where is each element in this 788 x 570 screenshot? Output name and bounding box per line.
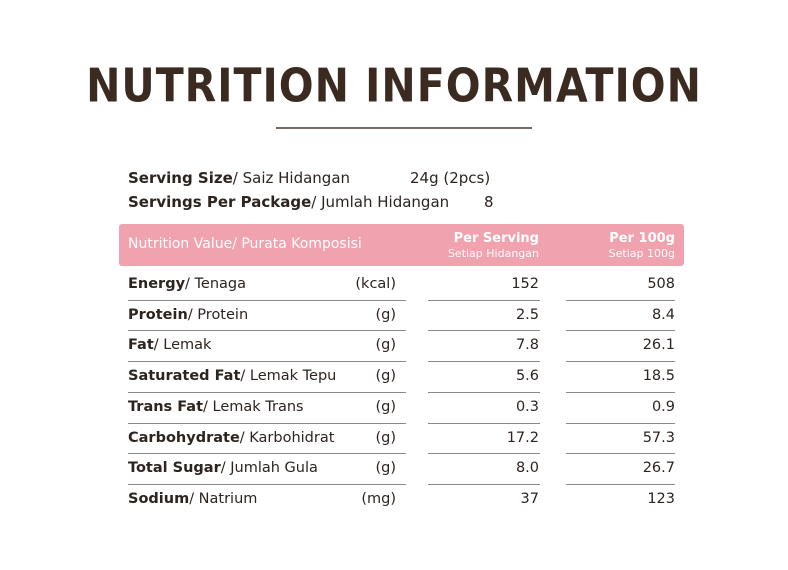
table-row: Trans Fat/ Lemak Trans (g) 0.3 0.9 — [0, 393, 788, 423]
nutrient-unit: (mg) — [361, 490, 396, 507]
nutrient-name-ms: / Protein — [187, 306, 249, 323]
nutrient-name-en: Trans Fat — [128, 398, 204, 415]
row-divider-per-100g — [566, 423, 675, 424]
table-row: Protein/ Protein (g) 2.5 8.4 — [0, 301, 788, 331]
serving-size-label-translation: / Saiz Hidangan — [232, 169, 351, 187]
table-row: Sodium/ Natrium (mg) 37 123 — [0, 485, 788, 515]
nutrition-value-header: Nutrition Value/ Purata Komposisi — [128, 236, 362, 252]
row-divider-per-100g — [566, 330, 675, 331]
per-100g-value: 508 — [647, 276, 675, 292]
nutrient-name-en: Carbohydrate — [128, 429, 240, 446]
per-serving-value: 5.6 — [515, 368, 539, 385]
row-divider-per-100g — [566, 392, 675, 393]
per-100g-header: Per 100g Setiap 100g — [609, 231, 675, 261]
row-divider-name — [128, 423, 406, 424]
row-divider-per-serving — [428, 453, 540, 454]
per-100g-value: 0.9 — [651, 398, 675, 415]
nutrient-name-ms: / Lemak Trans — [203, 398, 304, 415]
servings-per-package-line: Servings Per Package/ Jumlah Hidangan — [128, 193, 449, 211]
nutrient-name-en: Saturated Fat — [128, 368, 241, 385]
row-divider-name — [128, 453, 406, 454]
table-row: Carbohydrate/ Karbohidrat (g) 17.2 57.3 — [0, 424, 788, 454]
nutrient-name-en: Protein — [128, 306, 188, 323]
nutrient-name-en: Fat — [128, 337, 154, 354]
nutrient-name: Protein/ Protein — [128, 307, 248, 323]
per-100g-value: 57.3 — [642, 429, 675, 446]
page-title: NUTRITION INFORMATION — [86, 59, 702, 113]
nutrient-unit: (kcal) — [355, 276, 396, 292]
row-divider-name — [128, 361, 406, 362]
nutrient-name-en: Sodium — [128, 490, 190, 507]
nutrient-unit: (g) — [375, 306, 396, 323]
servings-per-package-value: 8 — [484, 193, 494, 211]
nutrient-unit: (g) — [375, 460, 396, 477]
row-divider-per-100g — [566, 453, 675, 454]
table-row: Total Sugar/ Jumlah Gula (g) 8.0 26.7 — [0, 454, 788, 484]
table-row: Energy/ Tenaga (kcal) 152 508 — [0, 270, 788, 300]
per-serving-header-subtitle: Setiap Hidangan — [447, 247, 539, 260]
row-divider-name — [128, 484, 406, 485]
title-underline — [276, 127, 532, 129]
nutrient-name-en: Total Sugar — [128, 460, 221, 477]
serving-size-label: Serving Size — [128, 169, 233, 187]
row-divider-per-100g — [566, 484, 675, 485]
serving-size-line: Serving Size/ Saiz Hidangan — [128, 169, 350, 187]
per-serving-header: Per Serving Setiap Hidangan — [448, 231, 539, 261]
row-divider-name — [128, 392, 406, 393]
nutrient-name: Energy/ Tenaga — [128, 276, 246, 292]
per-serving-header-title: Per Serving — [453, 231, 539, 246]
per-serving-value: 2.5 — [515, 306, 539, 323]
row-divider-per-serving — [428, 392, 540, 393]
nutrient-name: Fat/ Lemak — [128, 337, 211, 353]
nutrient-name-en: Energy — [128, 276, 186, 292]
per-serving-value: 8.0 — [515, 460, 539, 477]
nutrient-unit: (g) — [375, 368, 396, 385]
per-100g-value: 26.7 — [642, 460, 675, 477]
row-divider-per-serving — [428, 484, 540, 485]
nutrient-name: Trans Fat/ Lemak Trans — [128, 399, 304, 415]
table-header-bar — [119, 224, 684, 266]
row-divider-per-serving — [428, 361, 540, 362]
table-row: Fat/ Lemak (g) 7.8 26.1 — [0, 331, 788, 361]
nutrient-name-ms: / Tenaga — [185, 276, 247, 292]
nutrient-name: Sodium/ Natrium — [128, 491, 257, 507]
row-divider-per-serving — [428, 423, 540, 424]
per-100g-header-title: Per 100g — [609, 231, 675, 246]
per-serving-value: 0.3 — [515, 398, 539, 415]
nutrient-unit: (g) — [375, 398, 396, 415]
nutrient-name-ms: / Jumlah Gula — [220, 460, 318, 477]
row-divider-per-100g — [566, 300, 675, 301]
nutrient-name-ms: / Lemak — [153, 337, 212, 354]
nutrient-name-ms: / Lemak Tepu — [240, 368, 337, 385]
nutrient-name: Saturated Fat/ Lemak Tepu — [128, 368, 336, 384]
nutrient-name-ms: / Karbohidrat — [239, 429, 335, 446]
servings-per-package-label-translation: / Jumlah Hidangan — [311, 193, 450, 211]
row-divider-per-serving — [428, 330, 540, 331]
per-serving-value: 7.8 — [515, 337, 539, 354]
nutrient-name: Total Sugar/ Jumlah Gula — [128, 460, 318, 476]
per-100g-value: 8.4 — [651, 306, 675, 323]
nutrient-name: Carbohydrate/ Karbohidrat — [128, 430, 334, 446]
per-100g-header-subtitle: Setiap 100g — [608, 247, 675, 260]
per-100g-value: 26.1 — [642, 337, 675, 354]
row-divider-name — [128, 330, 406, 331]
row-divider-name — [128, 300, 406, 301]
serving-size-value: 24g (2pcs) — [410, 169, 491, 187]
per-serving-value: 17.2 — [506, 429, 539, 446]
table-row: Saturated Fat/ Lemak Tepu (g) 5.6 18.5 — [0, 362, 788, 392]
per-100g-value: 18.5 — [642, 368, 675, 385]
servings-per-package-label: Servings Per Package — [128, 193, 312, 211]
row-divider-per-100g — [566, 361, 675, 362]
nutrient-unit: (g) — [375, 337, 396, 354]
per-serving-value: 152 — [511, 276, 539, 292]
per-serving-value: 37 — [520, 490, 539, 507]
per-100g-value: 123 — [647, 490, 675, 507]
nutrient-name-ms: / Natrium — [189, 490, 258, 507]
row-divider-per-serving — [428, 300, 540, 301]
nutrient-unit: (g) — [375, 429, 396, 446]
